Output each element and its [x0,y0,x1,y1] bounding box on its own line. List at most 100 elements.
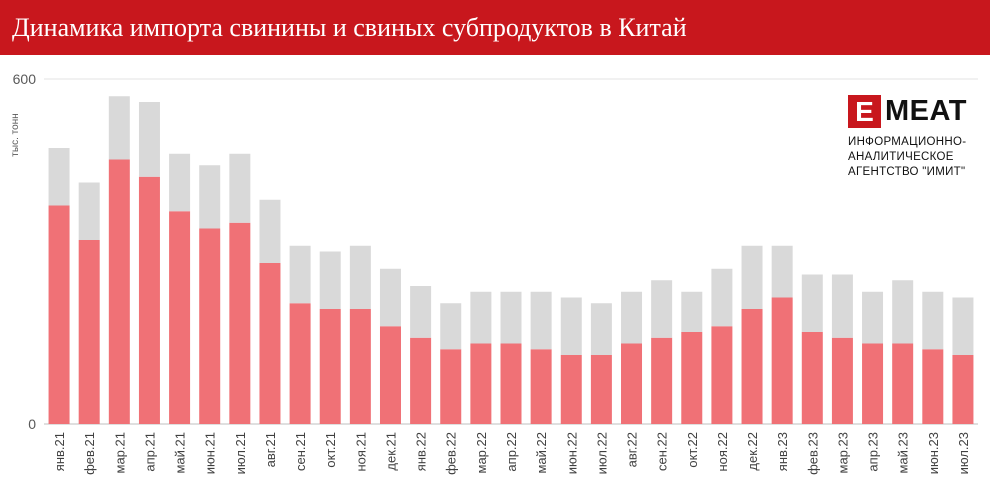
x-tick-label: янв.22 [414,432,429,471]
bar-pork [771,297,793,424]
x-tick-label: мар.21 [112,432,127,473]
bar-pork [199,228,221,424]
bar-offal [621,291,643,344]
bar-pork [922,349,944,424]
bar-pork [108,159,130,424]
bar-pork [741,309,763,424]
bar-pork [229,222,251,424]
bar-offal [560,297,582,355]
x-tick-label: дек.22 [745,432,760,471]
bar-pork [319,309,341,424]
x-tick-label: фев.21 [82,432,97,475]
bar-offal [741,245,763,309]
bar-offal [199,165,221,229]
bar-pork [621,343,643,424]
logo-e-badge: E [848,95,881,128]
x-tick-label: янв.23 [775,432,790,471]
bar-pork [349,309,371,424]
bar-pork [590,355,612,424]
bar-pork [48,205,70,424]
x-tick-label: июн.22 [564,432,579,474]
x-tick-label: апр.23 [866,432,881,472]
bar-offal [771,245,793,298]
x-tick-label: май.22 [534,432,549,474]
logo-subtitle: ИНФОРМАЦИОННО- АНАЛИТИЧЕСКОЕ АГЕНТСТВО "… [848,135,988,180]
bar-pork [78,240,100,424]
bar-pork [862,343,884,424]
bar-offal [319,251,341,309]
bar-offal [108,96,130,160]
y-tick-label: 0 [28,416,36,432]
x-tick-label: окт.22 [685,432,700,468]
bar-pork [379,326,401,424]
bar-offal [379,268,401,327]
x-tick-label: май.21 [173,432,188,474]
bar-pork [711,326,733,424]
bar-offal [440,303,462,350]
x-tick-label: апр.21 [142,432,157,472]
bar-offal [470,291,492,344]
bar-offal [48,148,70,206]
bar-pork [801,332,823,424]
bar-offal [410,286,432,338]
logo-line-2: АНАЛИТИЧЕСКОЕ [848,151,954,163]
x-tick-label: фев.23 [805,432,820,475]
bar-pork [440,349,462,424]
x-tick-label: авг.22 [625,432,640,467]
bar-pork [289,303,311,424]
bar-offal [530,291,552,350]
x-tick-label: фев.22 [444,432,459,475]
bar-offal [831,274,853,338]
bar-offal [801,274,823,332]
bar-pork [560,355,582,424]
bar-offal [78,182,100,240]
bar-pork [681,332,703,424]
bar-pork [470,343,492,424]
x-tick-label: июн.23 [926,432,941,474]
bar-offal [500,291,522,344]
title-bar: Динамика импорта свинины и свиных субпро… [0,0,990,55]
x-tick-label: ноя.22 [715,432,730,472]
bar-offal [651,280,673,338]
bar-pork [259,263,281,424]
logo-line-1: ИНФОРМАЦИОННО- [848,136,967,148]
bar-offal [590,303,612,355]
bar-pork [500,343,522,424]
chart-title: Динамика импорта свинины и свиных субпро… [12,13,687,42]
x-tick-label: май.23 [896,432,911,474]
logo-mark: E MEAT [848,95,988,128]
bar-offal [259,199,281,263]
bar-pork [892,343,914,424]
bar-pork [952,355,974,424]
x-tick-label: мар.22 [474,432,489,473]
x-tick-label: сен.21 [293,432,308,471]
x-tick-label: июл.22 [594,432,609,474]
bar-offal [349,245,371,309]
bar-offal [711,268,733,327]
logo: E MEAT ИНФОРМАЦИОННО- АНАЛИТИЧЕСКОЕ АГЕН… [848,95,988,180]
bar-pork [169,211,191,424]
bar-offal [892,280,914,344]
x-tick-label: авг.21 [263,432,278,467]
bar-offal [229,153,251,223]
bar-offal [922,291,944,350]
x-tick-label: сен.22 [655,432,670,471]
x-tick-label: окт.21 [323,432,338,468]
x-tick-label: янв.21 [52,432,67,471]
bar-pork [138,176,160,424]
x-tick-label: ноя.21 [353,432,368,472]
x-tick-label: мар.23 [835,432,850,473]
bar-offal [169,153,191,212]
bar-offal [862,291,884,344]
bar-offal [952,297,974,355]
bar-pork [831,337,853,424]
x-tick-label: дек.21 [383,432,398,471]
bar-offal [289,245,311,304]
y-axis-label: тыс. тонн [10,113,21,156]
x-tick-label: июл.23 [956,432,971,474]
bar-offal [138,102,160,177]
logo-word: MEAT [885,95,968,127]
bar-pork [651,337,673,424]
x-tick-label: апр.22 [504,432,519,472]
